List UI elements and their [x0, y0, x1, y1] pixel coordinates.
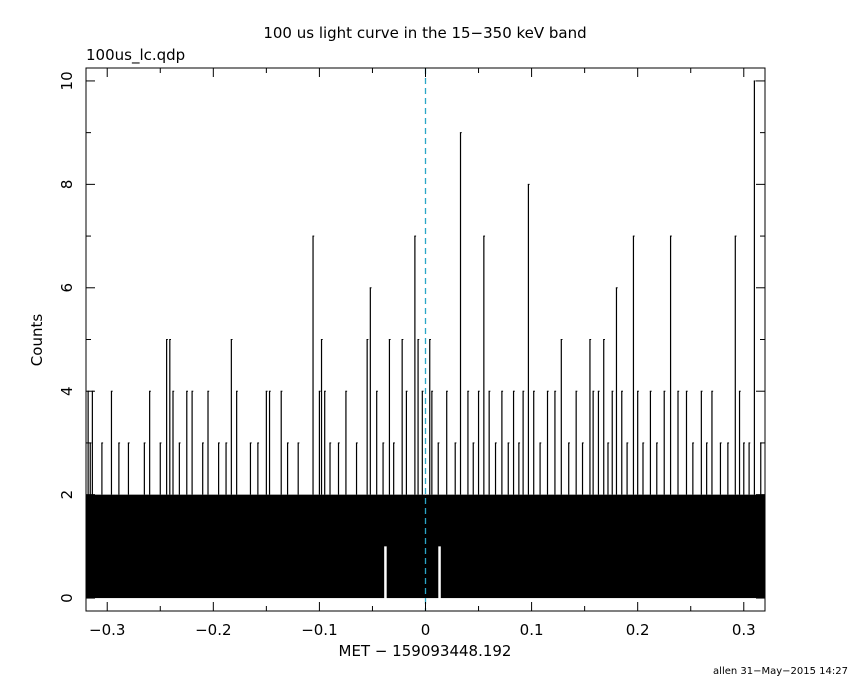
y-tick-label: 0 [58, 593, 76, 603]
x-tick-label: 0 [421, 621, 431, 639]
y-axis-label: Counts [28, 314, 46, 367]
chart-title: 100 us light curve in the 15−350 keV ban… [263, 24, 586, 42]
x-tick-label: −0.1 [301, 621, 337, 639]
zero-count-gap-1 [438, 546, 441, 600]
y-tick-label: 10 [58, 71, 76, 90]
x-tick-label: 0.1 [520, 621, 544, 639]
y-tick-label: 8 [58, 180, 76, 190]
footer-timestamp: allen 31−May−2015 14:27 [713, 666, 848, 677]
x-tick-label: −0.3 [89, 621, 125, 639]
x-axis-label: MET − 159093448.192 [339, 642, 512, 660]
x-tick-label: −0.2 [195, 621, 231, 639]
chart-subtitle: 100us_lc.qdp [86, 46, 185, 65]
x-tick-label: 0.2 [626, 621, 650, 639]
y-tick-label: 2 [58, 490, 76, 500]
zero-count-gap-0 [384, 546, 387, 600]
y-tick-label: 4 [58, 386, 76, 396]
axes-group: −0.3 −0.2 −0.1 0 0.1 0.2 0.3 0 2 4 6 8 10 [58, 67, 766, 639]
y-tick-label: 6 [58, 283, 76, 293]
x-tick-label: 0.3 [732, 621, 756, 639]
